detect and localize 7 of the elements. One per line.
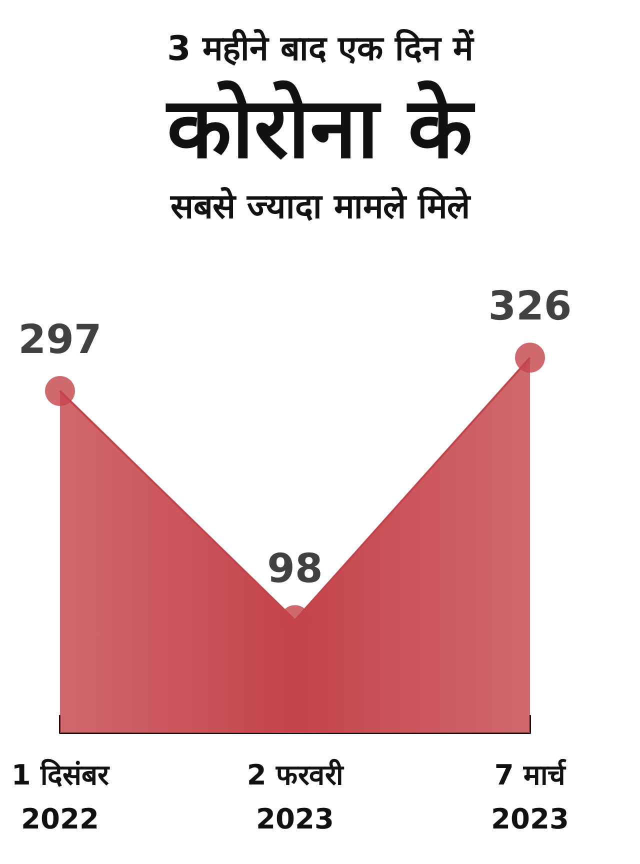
x-tick-label: 2 फरवरी 2023 [246,758,346,836]
chart-title: 3 महीने बाद एक दिन में कोरोना के सबसे ज्यादा मामले मिले [164,28,476,227]
data-label: 326 [488,284,572,330]
x-tick-label: 1 दिसंबर 2022 [11,758,111,836]
x-tick-label: 7 मार्च 2023 [491,758,569,836]
data-label: 297 [18,317,102,364]
data-label: 98 [267,546,323,592]
